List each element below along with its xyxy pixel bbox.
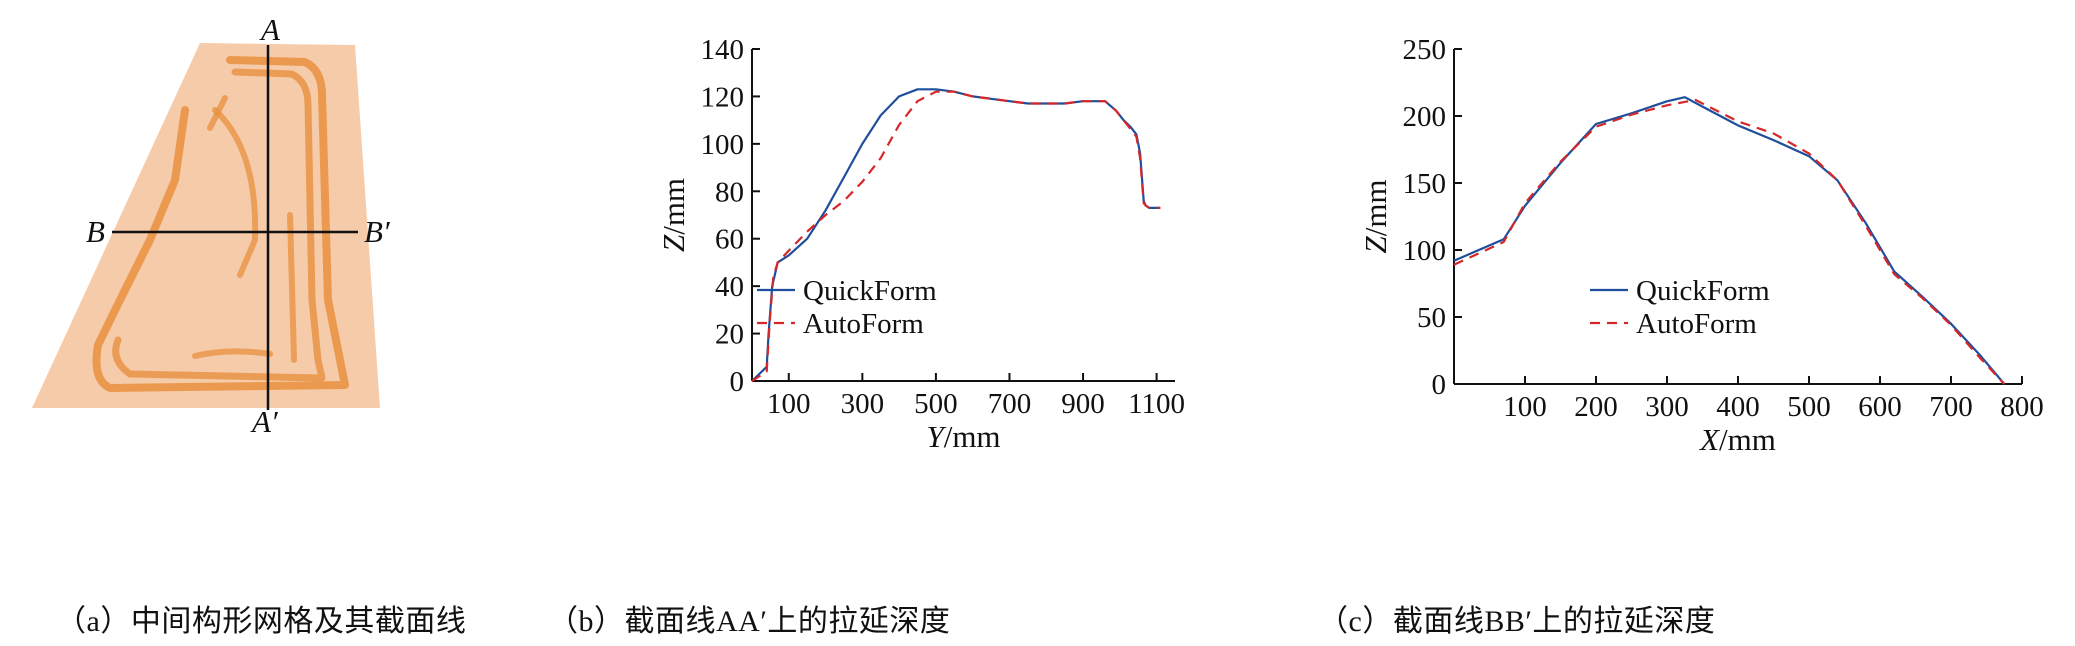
y-tick-label: 50 xyxy=(1417,302,1446,334)
panel-c: 100 200 300 400 500 600 700 800 0 50 100 150 200 250 X… xyxy=(1318,0,2075,646)
y-tick-label: 60 xyxy=(715,224,744,256)
x-tick-label: 900 xyxy=(1061,388,1105,420)
y-tick-label: 100 xyxy=(701,129,745,161)
panel-b: 100 300 500 700 900 1100 0 20 40 60 80 100 120 140 Y/m… xyxy=(548,0,1300,646)
inner-bead-path-3 xyxy=(207,95,228,131)
y-tick-label: 0 xyxy=(730,366,745,398)
x-tick-label: 700 xyxy=(988,388,1032,420)
chart-b: 100 300 500 700 900 1100 0 20 40 60 80 100 120 140 Y/m… xyxy=(656,34,1185,454)
mesh-figure: A A′ B B′ xyxy=(32,12,391,439)
x-tick-label: 300 xyxy=(1645,391,1689,423)
axes: 100 200 300 400 500 600 700 800 0 50 100 150 200 250 X… xyxy=(1358,34,2044,457)
legend-label: AutoForm xyxy=(1636,308,1757,340)
outer-bead-path xyxy=(92,56,349,392)
x-tick-label: 700 xyxy=(1929,391,1973,423)
y-tick-label: 150 xyxy=(1403,168,1447,200)
inner-bead-path-1 xyxy=(112,68,326,382)
y-tick-label: 200 xyxy=(1403,101,1447,133)
inner-bead-path-4 xyxy=(287,212,297,363)
panel-a: A A′ B B′ （a）中间构形网格及其截面线 xyxy=(0,0,560,646)
y-tick-label: 40 xyxy=(715,271,744,303)
x-tick-label: 600 xyxy=(1858,391,1902,423)
y-tick-label: 80 xyxy=(715,176,744,208)
marker-a: A xyxy=(259,12,281,47)
y-tick-label: 0 xyxy=(1432,369,1447,401)
inner-bead-path-5 xyxy=(192,348,273,359)
caption-c: （c）截面线BB′上的拉延深度 xyxy=(1318,605,1716,638)
x-tick-label: 500 xyxy=(914,388,958,420)
series-group xyxy=(1453,96,2006,385)
x-tick-label: 800 xyxy=(2000,391,2044,423)
legend-label: AutoForm xyxy=(803,308,924,340)
marker-b: B xyxy=(86,214,105,249)
caption-a: （a）中间构形网格及其截面线 xyxy=(56,605,467,638)
axes: 100 300 500 700 900 1100 0 20 40 60 80 100 120 140 Y/m… xyxy=(656,34,1185,454)
y-tick-label: 140 xyxy=(701,34,745,66)
y-tick-label: 20 xyxy=(715,319,744,351)
x-tick-label: 400 xyxy=(1716,391,1760,423)
y-axis-label: Z/mm xyxy=(656,178,691,252)
marker-a-prime: A′ xyxy=(250,404,279,439)
x-tick-label: 300 xyxy=(841,388,885,420)
y-tick-label: 100 xyxy=(1403,235,1447,267)
legend-label: QuickForm xyxy=(1636,275,1770,307)
x-tick-label: 100 xyxy=(1503,391,1547,423)
x-axis-label: Y/mm xyxy=(926,419,1000,454)
x-tick-label: 100 xyxy=(767,388,811,420)
legend-label: QuickForm xyxy=(803,275,937,307)
x-tick-label: 500 xyxy=(1787,391,1831,423)
marker-b-prime: B′ xyxy=(364,214,391,249)
series-line-autoform xyxy=(751,90,1161,382)
chart-c: 100 200 300 400 500 600 700 800 0 50 100 150 200 250 X… xyxy=(1358,34,2044,457)
y-axis-label: Z/mm xyxy=(1358,179,1393,253)
x-axis-label: X/mm xyxy=(1698,422,1776,457)
series-group xyxy=(751,88,1161,382)
y-tick-label: 250 xyxy=(1403,34,1447,66)
caption-b: （b）截面线AA′上的拉延深度 xyxy=(548,605,951,638)
series-line-quickform xyxy=(1453,96,2006,385)
series-line-autoform xyxy=(1453,98,2006,385)
x-tick-label: 1100 xyxy=(1128,388,1185,420)
y-tick-label: 120 xyxy=(701,81,745,113)
x-tick-label: 200 xyxy=(1574,391,1618,423)
